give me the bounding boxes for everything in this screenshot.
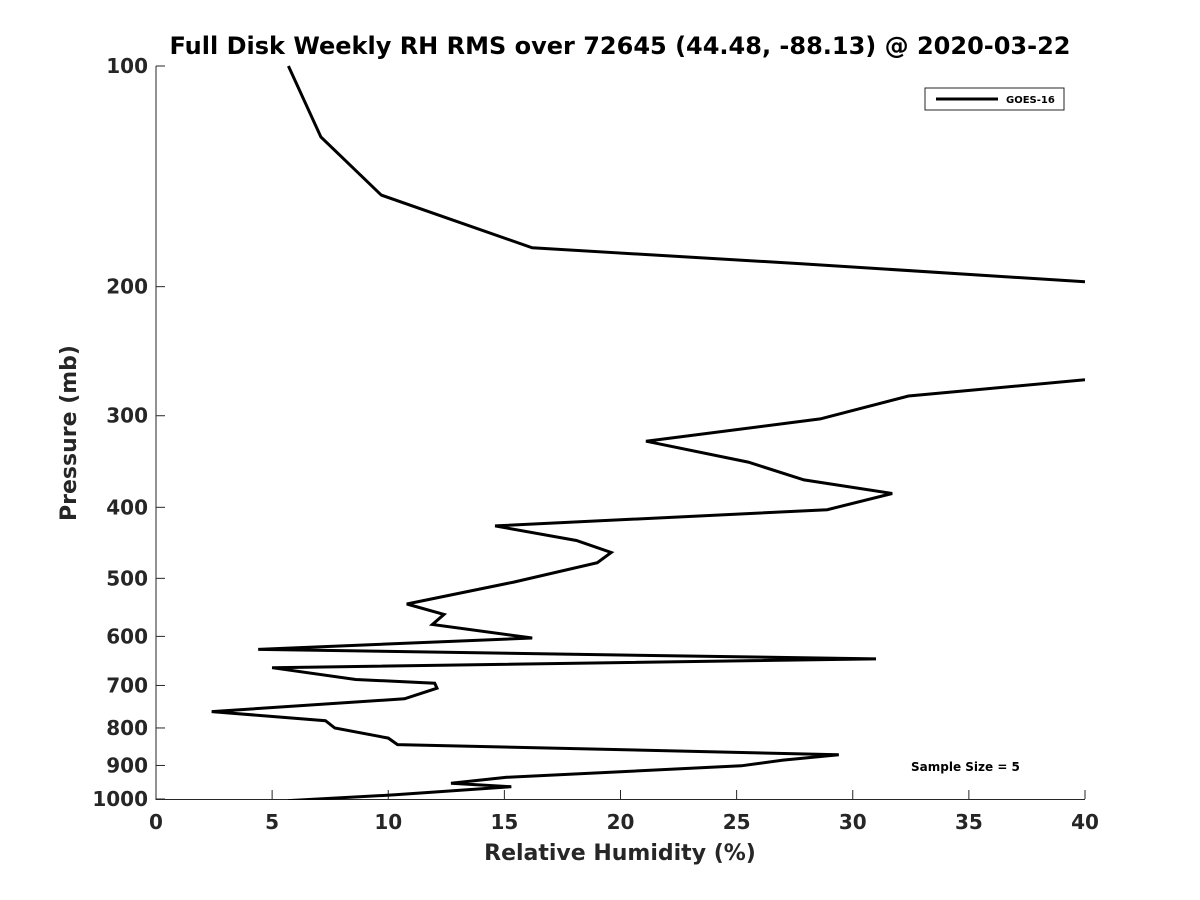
y-tick-label: 700 [106,673,148,697]
y-tick-label: 200 [106,275,148,299]
y-tick-label: 100 [106,54,148,78]
y-tick-label: 500 [106,566,148,590]
y-tick-label: 1000 [92,787,148,811]
y-ticks: 100 200 300 400 500 600 700 800 900 1000 [92,54,165,811]
y-axis-label: Pressure (mb) [57,345,82,521]
x-tick-label: 40 [1071,810,1099,834]
x-axis-label: Relative Humidity (%) [484,841,756,866]
legend: GOES-16 [924,87,1065,111]
sample-size-annotation: Sample Size = 5 [911,760,1020,774]
x-tick-label: 5 [265,810,279,834]
x-tick-label: 35 [955,810,983,834]
series-line-segment [287,65,1085,284]
x-ticks: 0 5 10 15 20 25 30 35 40 [149,790,1099,834]
x-tick-label: 30 [839,810,867,834]
x-tick-label: 10 [374,810,402,834]
x-tick-label: 25 [723,810,751,834]
y-tick-label: 900 [106,753,148,777]
series-line-segment [211,378,1085,800]
y-tick-label: 600 [106,624,148,648]
y-tick-label: 400 [106,495,148,519]
chart-title: Full Disk Weekly RH RMS over 72645 (44.4… [169,32,1070,60]
legend-label: GOES-16 [1006,95,1055,106]
y-tick-label: 300 [106,404,148,428]
x-tick-label: 20 [607,810,635,834]
x-tick-label: 15 [490,810,518,834]
x-tick-label: 0 [149,810,163,834]
y-tick-label: 800 [106,716,148,740]
series-group [211,65,1085,800]
